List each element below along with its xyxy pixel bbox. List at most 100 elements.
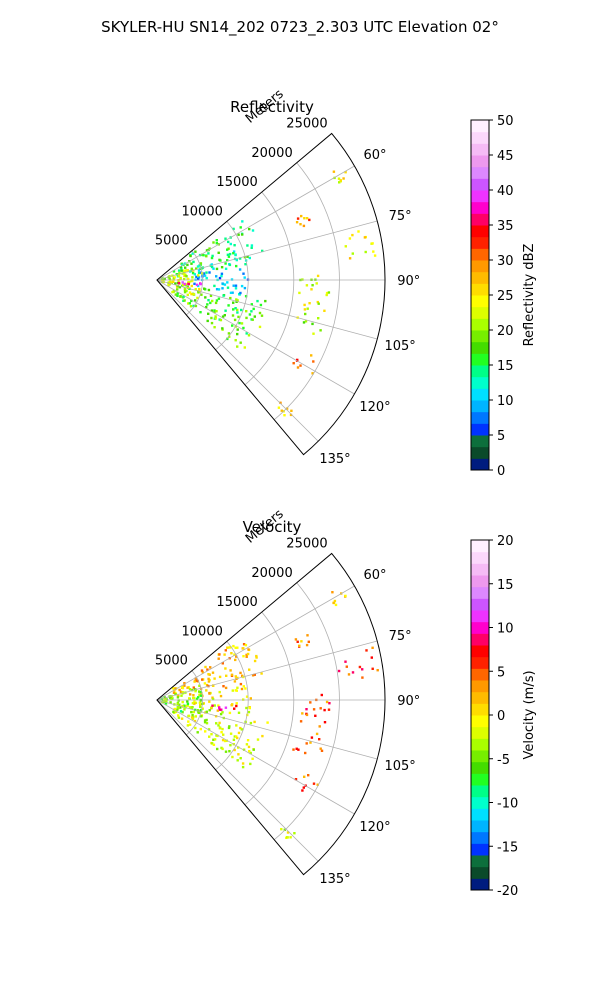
echo-cell [317, 302, 320, 305]
echo-cell [248, 256, 251, 260]
echo-cell [245, 310, 248, 313]
colorbar-tick-label: 20 [497, 534, 514, 549]
echo-cell [172, 278, 175, 281]
echo-cell [228, 711, 232, 715]
echo-cell [229, 732, 233, 735]
echo-cell [164, 702, 168, 705]
colorbar-segment [471, 796, 489, 809]
colorbar-segment [471, 843, 489, 856]
echo-cell [309, 741, 312, 744]
colorbar-segment [471, 586, 489, 599]
echo-cell [187, 282, 190, 286]
echo-cell [237, 711, 241, 714]
echo-cell [306, 634, 309, 637]
echo-cell [211, 704, 214, 707]
echo-cell [201, 678, 204, 681]
echo-cell [215, 275, 218, 278]
echo-cell [206, 319, 209, 323]
echo-cell [179, 266, 183, 269]
echo-cell [198, 684, 201, 687]
echo-cell [205, 710, 208, 713]
echo-cell [229, 242, 232, 246]
echo-cell [211, 697, 215, 701]
echo-cell [311, 372, 314, 375]
echo-cell [178, 703, 181, 706]
echo-cell [188, 281, 191, 284]
echo-cell [205, 255, 208, 258]
echo-cell [231, 755, 234, 759]
echo-cell [239, 291, 242, 295]
echo-cell [212, 743, 216, 746]
echo-cell [231, 291, 234, 294]
echo-cell [253, 673, 256, 676]
echo-cell [266, 721, 269, 724]
theta-tick-label: 90° [397, 274, 420, 289]
echo-cell [323, 708, 326, 712]
echo-cell [234, 287, 238, 290]
echo-cell [226, 646, 229, 649]
echo-cell [174, 693, 177, 696]
echo-cell [302, 786, 305, 789]
echo-cell [248, 706, 251, 710]
echo-cell [191, 276, 194, 279]
azimuth-gridline [156, 220, 378, 281]
echo-cell [235, 264, 238, 268]
echo-cell [253, 315, 256, 318]
echo-cell [251, 229, 255, 232]
azimuth-gridline [156, 279, 355, 395]
echo-layer [160, 591, 379, 839]
echo-cell [251, 674, 255, 677]
echo-cell [292, 748, 295, 751]
echo-cell [305, 284, 309, 287]
echo-cell [191, 252, 194, 255]
echo-cell [344, 245, 347, 248]
echo-cell [235, 298, 238, 301]
echo-cell [216, 734, 219, 738]
echo-cell [238, 268, 242, 271]
echo-cell [224, 686, 228, 690]
echo-cell [182, 283, 185, 287]
echo-cell [296, 358, 299, 362]
panel-title: Reflectivity [230, 98, 314, 116]
colorbar-tick-label: 40 [497, 184, 514, 199]
echo-cell [232, 644, 235, 648]
echo-cell [250, 244, 254, 247]
echo-cell [312, 360, 315, 363]
r-tick-label: 25000 [286, 116, 327, 131]
echo-cell [365, 649, 368, 652]
echo-cell [234, 646, 237, 649]
echo-cell [361, 676, 364, 679]
echo-cell [320, 693, 323, 697]
echo-cell [228, 263, 232, 267]
echo-cell [228, 335, 231, 338]
echo-cell [361, 668, 364, 671]
echo-cell [232, 284, 235, 287]
echo-cell [197, 269, 201, 272]
echo-cell [215, 288, 219, 291]
azimuth-gridline [156, 279, 378, 340]
echo-cell [197, 271, 201, 275]
echo-cell [237, 233, 240, 236]
echo-cell [217, 297, 221, 300]
echo-cell [232, 250, 236, 253]
echo-cell [213, 677, 216, 680]
panel-title: Velocity [243, 518, 302, 536]
echo-cell [242, 647, 245, 650]
echo-cell [205, 718, 208, 722]
echo-cell [372, 250, 375, 253]
echo-region [193, 267, 250, 296]
echo-cell [197, 274, 200, 277]
echo-cell [170, 697, 173, 701]
colorbar-segment [471, 808, 489, 821]
echo-cell [211, 696, 214, 699]
echo-cell [227, 255, 231, 258]
echo-cell [216, 747, 219, 751]
echo-cell [215, 722, 218, 725]
colorbar-tick-label: 30 [497, 254, 514, 269]
echo-region [295, 214, 311, 228]
echo-cell [224, 262, 227, 265]
echo-cell [238, 257, 242, 260]
echo-cell [248, 750, 251, 753]
echo-cell [190, 292, 193, 296]
echo-cell [197, 276, 201, 279]
